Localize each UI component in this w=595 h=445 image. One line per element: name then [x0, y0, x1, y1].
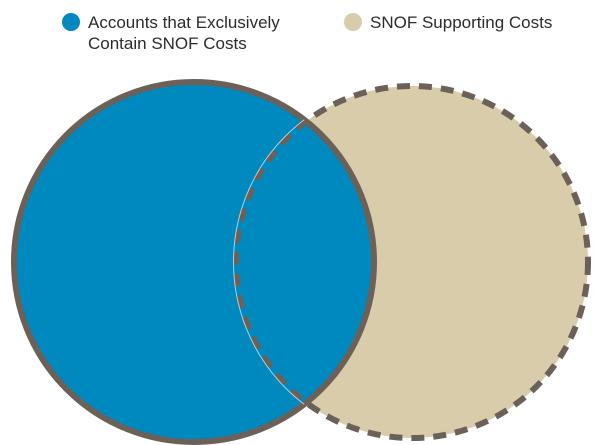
overlap-boundary [233, 83, 374, 441]
legend-item-supporting: SNOF Supporting Costs [344, 12, 552, 33]
legend-swatch-accounts [62, 13, 80, 31]
legend-swatch-supporting [344, 13, 362, 31]
legend-label-supporting: SNOF Supporting Costs [370, 13, 553, 32]
overlap-edge [233, 83, 374, 441]
legend-item-accounts: Accounts that Exclusively Contain SNOF C… [62, 12, 280, 54]
exclusive-accounts-circle [11, 79, 377, 445]
legend-label-accounts: Accounts that Exclusively Contain SNOF C… [88, 13, 280, 53]
